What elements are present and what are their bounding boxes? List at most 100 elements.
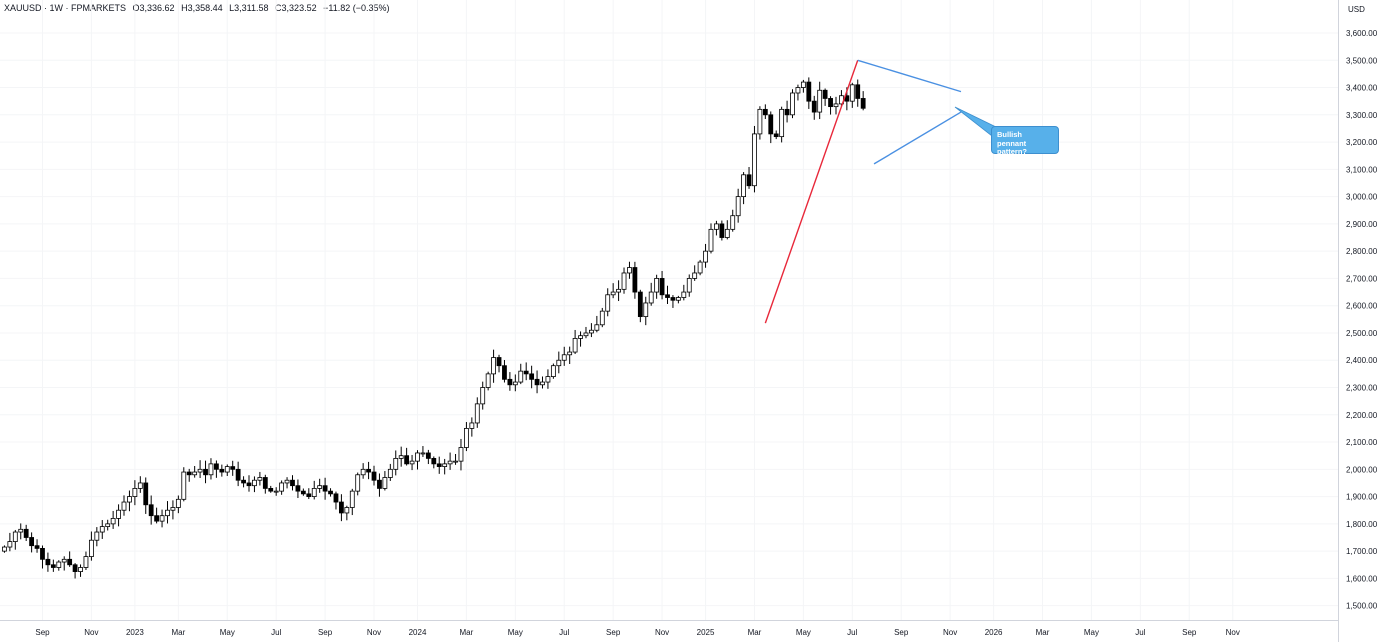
candle-up	[110, 518, 116, 525]
candle-down	[529, 373, 535, 380]
candle-down	[186, 471, 192, 476]
candle-down	[213, 463, 219, 470]
candle-up	[132, 488, 138, 497]
candle-down	[860, 98, 866, 109]
time-tick-label: Sep	[894, 628, 909, 637]
time-tick-label: Jul	[847, 628, 857, 637]
candle-down	[268, 488, 274, 492]
candle-down	[507, 378, 513, 386]
time-tick-label: Mar	[1036, 628, 1050, 637]
symbol-label[interactable]: XAUUSD · 1W · FPMARKETS	[4, 3, 127, 13]
candle-down	[246, 482, 252, 487]
candle-down	[746, 174, 752, 187]
price-axis[interactable]: 1,500.00 1,600.00 1,700.00 1,800.00 1,900.00…	[1346, 29, 1378, 611]
candle-up	[415, 452, 420, 462]
candle-up	[105, 523, 111, 527]
candle-up	[170, 507, 176, 511]
candle-up	[480, 387, 486, 405]
candle-down	[404, 455, 410, 465]
time-tick-label: Mar	[460, 628, 474, 637]
candle-up	[458, 447, 464, 462]
candle-down	[768, 114, 774, 135]
candle-up	[692, 272, 698, 279]
time-tick-label: Nov	[943, 628, 957, 637]
candle-up	[605, 294, 611, 312]
price-tick-label: 3,400.00	[1346, 84, 1378, 93]
price-tick-label: 3,600.00	[1346, 29, 1378, 38]
candle-down	[45, 558, 51, 566]
time-tick-label: Sep	[35, 628, 50, 637]
candle-up	[648, 291, 654, 304]
candle-down	[659, 278, 665, 296]
candle-up	[165, 509, 170, 517]
candle-down	[366, 468, 371, 473]
candle-up	[474, 403, 480, 424]
candle-up	[556, 359, 562, 367]
candle-up	[355, 474, 361, 492]
candle-down	[241, 479, 246, 484]
annotation-callout[interactable]: Bullish pennant pattern?	[991, 126, 1059, 156]
candle-down	[23, 528, 29, 538]
grid	[0, 0, 1338, 620]
candle-up	[137, 482, 143, 489]
candle-up	[610, 291, 616, 296]
pennant-lower-line	[873, 111, 962, 165]
candle-down	[855, 84, 861, 99]
low-value: L3,311.58	[229, 3, 269, 13]
candle-up	[621, 272, 627, 290]
candle-down	[670, 297, 676, 301]
pennant-upper-line	[857, 59, 962, 93]
candle-up	[675, 297, 681, 301]
candle-down	[806, 81, 812, 102]
time-tick-label: 2025	[697, 628, 715, 637]
candle-up	[779, 108, 785, 138]
candle-up	[627, 267, 632, 274]
candle-up	[583, 332, 589, 337]
candle-up	[279, 482, 285, 492]
candle-down	[822, 89, 828, 99]
trendlines[interactable]	[764, 59, 997, 324]
time-tick-label: Nov	[655, 628, 669, 637]
candle-down	[496, 357, 502, 367]
time-tick-label: Mar	[171, 628, 185, 637]
candle-up	[790, 92, 795, 116]
candle-up	[99, 526, 105, 533]
candle-up	[56, 561, 62, 568]
candle-up	[127, 496, 132, 503]
candle-down	[219, 468, 225, 473]
candle-down	[502, 365, 507, 380]
candle-up	[572, 338, 578, 353]
price-tick-label: 2,200.00	[1346, 411, 1378, 420]
time-tick-label: May	[796, 628, 811, 637]
candles	[2, 77, 866, 579]
price-tick-label: 1,900.00	[1346, 493, 1378, 502]
candle-up	[159, 515, 165, 522]
time-tick-label: Nov	[84, 628, 98, 637]
candle-down	[719, 223, 725, 238]
candle-down	[34, 545, 40, 549]
time-tick-label: Nov	[1226, 628, 1240, 637]
candle-down	[371, 471, 377, 481]
candle-up	[94, 531, 100, 541]
price-tick-label: 2,500.00	[1346, 329, 1378, 338]
high-value: H3,358.44	[181, 3, 223, 13]
candle-down	[40, 548, 45, 560]
candle-up	[681, 291, 687, 298]
candle-up	[284, 479, 290, 484]
candle-down	[295, 485, 301, 492]
candle-up	[464, 428, 469, 448]
time-axis[interactable]: Sep Nov 2023 Mar May Jul Sep Nov 2024 Mar May Jul Se…	[35, 628, 1239, 637]
price-tick-label: 3,500.00	[1346, 56, 1378, 65]
chart-header: XAUUSD · 1W · FPMARKETS O3,336.62 H3,358…	[4, 3, 394, 13]
candle-down	[333, 493, 339, 503]
candle-up	[257, 477, 263, 481]
candle-down	[632, 267, 638, 293]
candle-down	[431, 458, 437, 465]
callout-pointer	[954, 106, 997, 137]
candle-up	[550, 365, 556, 378]
candle-down	[436, 463, 442, 467]
candle-up	[567, 351, 573, 356]
candle-up	[757, 108, 763, 135]
candle-down	[290, 479, 295, 487]
